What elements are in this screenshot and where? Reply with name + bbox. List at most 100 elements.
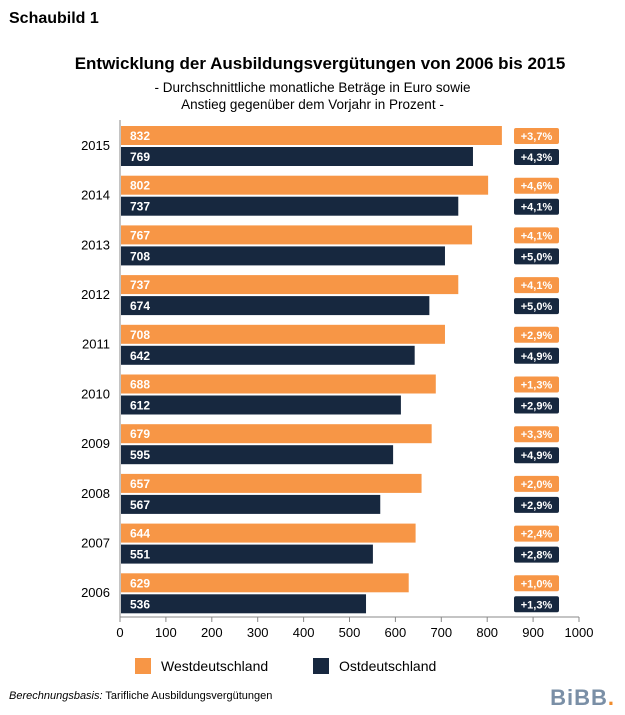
change-badge-east xyxy=(514,496,559,513)
change-badge-east xyxy=(514,149,559,165)
value-label-east: 737 xyxy=(130,200,150,214)
legend-east-label: Ostdeutschland xyxy=(339,658,437,674)
change-badge-east xyxy=(514,198,559,215)
change-badge-east xyxy=(514,298,559,315)
change-label-east: +5,0% xyxy=(521,251,553,263)
change-label-west: +4,6% xyxy=(521,181,553,193)
category-label: 2014 xyxy=(81,188,110,203)
x-tick-label: 700 xyxy=(430,625,452,640)
change-badge-west xyxy=(514,426,559,443)
x-tick-label: 500 xyxy=(339,625,361,640)
bar-west xyxy=(121,275,459,295)
footnote-basis-text: Tarifliche Ausbildungsvergütungen xyxy=(102,690,273,702)
bar-chart: 0 100 200 300 400 500 600 700 800 900 1000 2015 832 +… xyxy=(81,120,594,640)
value-label-west: 832 xyxy=(130,129,150,143)
change-label-west: +2,9% xyxy=(521,330,553,342)
change-badge-west xyxy=(514,128,559,144)
change-label-west: +4,1% xyxy=(521,230,553,242)
bar-west xyxy=(121,473,422,493)
category-label: 2008 xyxy=(81,486,110,501)
value-label-west: 737 xyxy=(130,278,150,292)
bar-west xyxy=(121,126,502,145)
x-tick-label: 300 xyxy=(247,625,269,640)
change-badge-west xyxy=(514,177,559,194)
bar-east xyxy=(121,594,367,614)
value-label-west: 708 xyxy=(130,328,150,342)
bar-east xyxy=(121,445,394,465)
bar-west xyxy=(121,523,416,543)
x-tick-label: 800 xyxy=(476,625,498,640)
logo-dot: . xyxy=(607,685,615,710)
change-label-west: +1,3% xyxy=(521,380,553,392)
change-badge-west xyxy=(514,326,559,343)
category-label: 2012 xyxy=(81,287,110,302)
change-badge-east xyxy=(514,248,559,265)
legend-west-label: Westdeutschland xyxy=(161,658,269,674)
value-label-east: 674 xyxy=(130,299,150,313)
value-label-east: 536 xyxy=(130,597,150,611)
change-label-east: +2,8% xyxy=(521,550,553,562)
change-label-east: +4,1% xyxy=(521,202,553,214)
change-label-east: +4,9% xyxy=(521,351,553,363)
chart-subtitle-line2: Anstieg gegenüber dem Vorjahr in Prozent… xyxy=(181,97,444,112)
value-label-west: 629 xyxy=(130,576,150,590)
bar-west xyxy=(121,324,445,344)
category-label: 2009 xyxy=(81,436,110,451)
bar-east xyxy=(121,395,401,415)
change-label-east: +1,3% xyxy=(521,599,553,611)
chart-title: Entwicklung der Ausbildungsvergütungen v… xyxy=(74,54,566,73)
bar-east xyxy=(121,544,373,564)
x-tick-label: 0 xyxy=(116,625,123,640)
value-label-west: 802 xyxy=(130,179,150,193)
change-badge-east xyxy=(514,546,559,563)
value-label-east: 595 xyxy=(130,448,150,462)
x-tick-label: 1000 xyxy=(565,625,594,640)
logo-text: BiBB xyxy=(550,685,608,710)
change-badge-west xyxy=(514,525,559,542)
value-label-east: 642 xyxy=(130,349,150,363)
bar-west xyxy=(121,424,432,444)
bibb-logo: BiBB. xyxy=(550,685,615,711)
bar-west xyxy=(121,573,409,593)
category-label: 2010 xyxy=(81,386,110,401)
change-label-east: +2,9% xyxy=(521,500,553,512)
bar-east xyxy=(121,494,381,514)
bar-east xyxy=(121,196,459,216)
x-tick-label: 600 xyxy=(385,625,407,640)
change-badge-west xyxy=(514,277,559,294)
change-label-west: +2,4% xyxy=(521,529,553,541)
change-label-west: +4,1% xyxy=(521,280,553,292)
change-label-west: +1,0% xyxy=(521,578,553,590)
change-badge-east xyxy=(514,397,559,414)
change-badge-east xyxy=(514,596,559,613)
legend-east: Ostdeutschland xyxy=(313,658,436,674)
category-label: 2011 xyxy=(82,337,110,352)
value-label-east: 551 xyxy=(130,548,150,562)
change-label-west: +3,7% xyxy=(521,131,553,143)
figure-label: Schaubild 1 xyxy=(9,10,99,27)
bar-east xyxy=(121,147,473,166)
change-badge-west xyxy=(514,475,559,492)
change-label-east: +2,9% xyxy=(521,401,553,413)
category-label: 2007 xyxy=(81,535,110,550)
value-label-east: 708 xyxy=(130,249,150,263)
change-badge-east xyxy=(514,347,559,364)
category-label: 2006 xyxy=(81,585,110,600)
bar-west xyxy=(121,225,473,245)
bar-west xyxy=(121,374,436,394)
value-label-west: 679 xyxy=(130,427,150,441)
x-tick-label: 900 xyxy=(522,625,544,640)
change-label-west: +2,0% xyxy=(521,479,553,491)
footnote-basis-label: Berechnungsbasis: xyxy=(9,690,103,702)
legend-west: Westdeutschland xyxy=(135,658,268,674)
change-label-east: +4,9% xyxy=(521,450,553,462)
x-tick-label: 100 xyxy=(155,625,177,640)
x-tick-label: 400 xyxy=(293,625,315,640)
change-badge-east xyxy=(514,447,559,464)
value-label-west: 688 xyxy=(130,378,150,392)
bar-east xyxy=(121,345,415,365)
change-label-east: +5,0% xyxy=(521,301,553,313)
value-label-east: 612 xyxy=(130,399,150,413)
change-label-east: +4,3% xyxy=(521,152,553,164)
legend-east-swatch xyxy=(313,658,329,674)
